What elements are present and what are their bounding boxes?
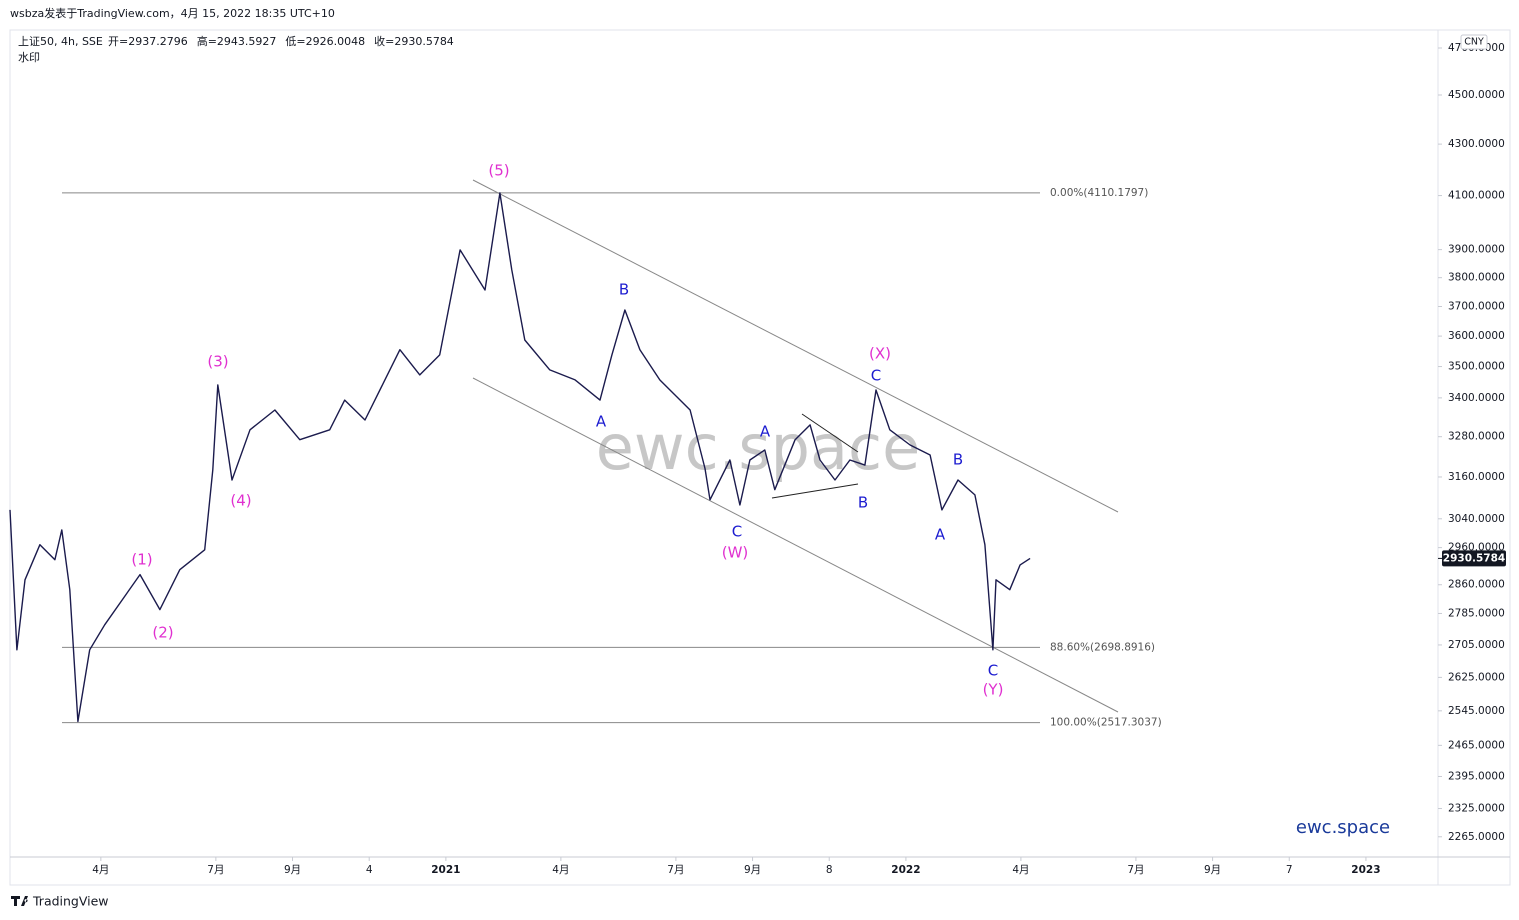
wave-label: (1) [131,551,152,569]
wave-label: (2) [152,624,173,642]
x-tick-label: 7月 [207,864,224,876]
wave-label: A [596,413,607,431]
wave-label: (3) [207,353,228,371]
x-tick-label: 4 [366,864,373,876]
wave-label: C [871,367,881,385]
wave-label: (4) [230,492,251,510]
wave-label: A [935,526,946,544]
y-tick-label: 2395.0000 [1448,770,1505,782]
y-tick-label: 2860.0000 [1448,579,1505,591]
x-tick-label: 9月 [284,864,301,876]
y-tick-label: 4500.0000 [1448,89,1505,101]
y-tick-label: 2545.0000 [1448,705,1505,717]
y-tick-label: 3040.0000 [1448,513,1505,525]
footer-brand: TradingView [32,894,109,909]
currency-badge [1460,34,1488,50]
x-tick-label: 7 [1286,864,1293,876]
price-line [9,192,1031,723]
y-tick-label: 2465.0000 [1448,739,1505,751]
wave-label: B [619,281,629,299]
y-tick-label: 2265.0000 [1448,831,1505,843]
x-tick-label: 8 [826,864,833,876]
x-tick-label: 2022 [891,864,920,876]
y-tick-label: 3600.0000 [1448,330,1505,342]
y-tick-label: 2625.0000 [1448,671,1505,683]
wave-label: (Y) [983,681,1004,699]
wave-label: C [732,523,742,541]
channel-upper [472,179,1119,513]
y-tick-label: 3280.0000 [1448,431,1505,443]
triangle-lower [771,483,859,499]
wave-label: B [953,451,963,469]
y-tick-label: 3800.0000 [1448,272,1505,284]
fib-label: 88.60%(2698.8916) [1050,641,1155,653]
x-tick-label: 4月 [552,864,569,876]
wave-label: A [760,423,771,441]
currency-label: CNY [1464,37,1484,48]
watermark: ewc.space [596,411,921,484]
fib-label: 0.00%(4110.1797) [1050,187,1148,199]
y-tick-label: 3500.0000 [1448,361,1505,373]
brand: ewc.space [1296,817,1390,838]
ohlc-label: 高=2943.5927 [197,34,277,48]
x-tick-label: 7月 [1127,864,1144,876]
footer-logo [11,896,28,906]
x-tick-label: 4月 [1012,864,1029,876]
chart-frame [9,29,1511,886]
ohlc-label: 开=2937.2796 [108,35,188,48]
y-tick-label: 2785.0000 [1448,607,1505,619]
x-tick-label: 4月 [92,864,109,876]
y-tick-label: 4100.0000 [1448,190,1505,202]
x-tick-label: 2021 [431,864,460,876]
fib-label: 100.00%(2517.3037) [1050,717,1162,729]
caption: wsbza发表于TradingView.com，4月 15, 2022 18:3… [10,6,335,20]
x-tick-label: 9月 [1204,864,1221,876]
ohlc-label: 低=2926.0048 [285,35,365,48]
y-tick-label: 3700.0000 [1448,301,1505,313]
x-tick-label: 7月 [667,864,684,876]
y-tick-label: 2325.0000 [1448,803,1505,815]
y-tick-label: 3900.0000 [1448,244,1505,256]
last-price-tag [1442,550,1506,567]
wave-label: (X) [869,345,891,363]
y-tick-label: 2705.0000 [1448,639,1505,651]
x-tick-label: 9月 [744,864,761,876]
wave-label: C [988,662,998,680]
x-tick-label: 2023 [1351,864,1380,876]
watermark-label: 水印 [18,51,40,64]
symbol: 上证50, 4h, SSE [18,35,103,48]
wave-label: B [858,494,868,512]
triangle-upper [801,413,859,453]
channel-lower [472,377,1119,713]
last-price-label: 2930.5784 [1443,552,1505,564]
wave-label: (5) [488,162,509,180]
ohlc-label: 收=2930.5784 [374,34,454,48]
y-tick-label: 3400.0000 [1448,392,1505,404]
y-tick-label: 3160.0000 [1448,471,1505,483]
y-tick-label: 4300.0000 [1448,138,1505,150]
wave-label: (W) [722,544,749,562]
